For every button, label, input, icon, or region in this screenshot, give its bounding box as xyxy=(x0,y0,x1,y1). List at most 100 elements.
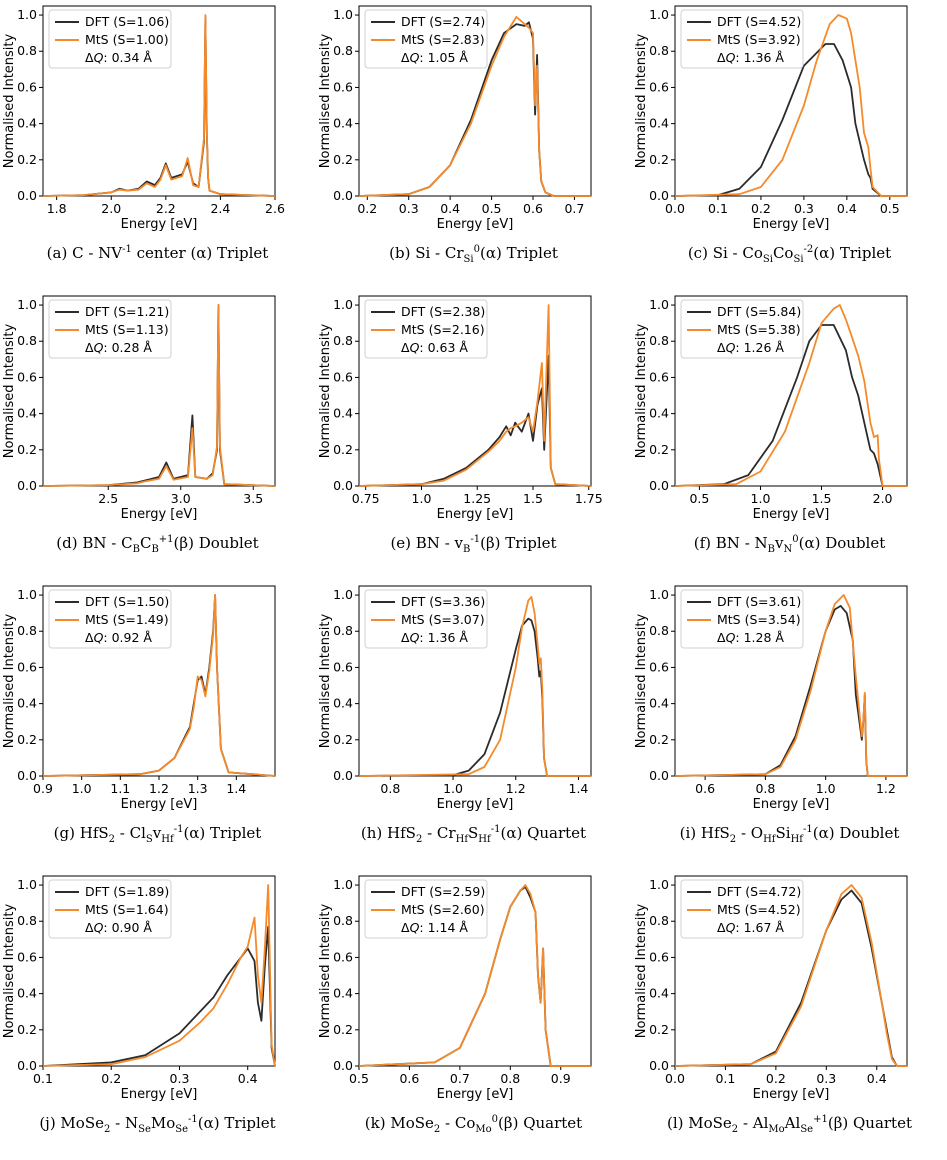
y-axis-label: Normalised Intensity xyxy=(318,904,333,1039)
legend-box xyxy=(364,879,488,939)
x-tick-label: 0.8 xyxy=(380,781,400,796)
legend-label: DFT (S=4.52) xyxy=(717,14,801,29)
y-axis-label: Normalised Intensity xyxy=(318,324,333,459)
mts-series-line xyxy=(358,15,591,197)
x-tick-label: 1.2 xyxy=(149,781,169,796)
x-tick-label: 0.75 xyxy=(352,491,380,506)
chart-panel: 0.0 0.2 0.4 0.6 0.8 1.0 0.5 1.0 1.5 2.0 Energy [eV… xyxy=(632,290,947,580)
y-tick-label: 0.8 xyxy=(17,623,37,638)
chart-panel: 0.0 0.2 0.4 0.6 0.8 1.0 0.6 0.8 1.0 1.2 Energy [eV… xyxy=(632,580,947,870)
legend-label: DFT (S=2.74) xyxy=(401,14,485,29)
chart-panel: 0.0 0.2 0.4 0.6 0.8 1.0 0.9 1.0 1.1 1.2 1.3 1.4 Ener… xyxy=(0,580,315,870)
legend-box xyxy=(48,299,172,359)
x-tick-label: 0.9 xyxy=(33,781,53,796)
delta-q-label: ΔQ: 0.34 Å xyxy=(85,50,152,65)
y-axis-label: Normalised Intensity xyxy=(2,34,17,169)
x-axis-label: Energy [eV] xyxy=(437,797,514,812)
y-tick-label: 0.0 xyxy=(333,478,353,493)
x-tick-label: 1.4 xyxy=(569,781,589,796)
legend-label: DFT (S=1.06) xyxy=(85,14,169,29)
y-tick-label: 1.0 xyxy=(649,877,669,892)
chart-panel: 0.0 0.2 0.4 0.6 0.8 1.0 0.0 0.1 0.2 0.3 0.4 0.5 Ener… xyxy=(632,0,947,290)
delta-q-label: ΔQ: 1.36 Å xyxy=(717,50,784,65)
legend-label: DFT (S=1.21) xyxy=(85,304,169,319)
x-tick-label: 2.5 xyxy=(98,491,118,506)
x-tick-label: 2.6 xyxy=(265,201,285,216)
chart-svg: 0.0 0.2 0.4 0.6 0.8 1.0 0.75 1.0 1.25 1.5 1.75 Ener… xyxy=(318,295,603,522)
y-tick-label: 0.0 xyxy=(649,188,669,203)
axes-frame xyxy=(42,295,276,487)
y-tick-label: 0.2 xyxy=(17,1022,37,1037)
y-tick-label: 0.4 xyxy=(17,696,37,711)
figure-caption: (h) HfS2 - CrHfSHf-1(α) Quartet xyxy=(360,824,587,845)
y-tick-label: 0.4 xyxy=(333,696,353,711)
chart-panel: 0.0 0.2 0.4 0.6 0.8 1.0 0.0 0.1 0.2 0.3 0.4 Energy … xyxy=(632,870,947,1160)
chart-panel: 0.0 0.2 0.4 0.6 0.8 1.0 0.1 0.2 0.3 0.4 Energy [eV… xyxy=(0,870,315,1160)
chart-svg: 0.0 0.2 0.4 0.6 0.8 1.0 0.6 0.8 1.0 1.2 Energy [eV… xyxy=(634,585,908,812)
y-axis-label: Normalised Intensity xyxy=(634,904,649,1039)
chart-svg: 0.0 0.2 0.4 0.6 0.8 1.0 0.0 0.1 0.2 0.3 0.4 0.5 Ener… xyxy=(634,5,908,232)
delta-q-label: ΔQ: 1.28 Å xyxy=(717,630,784,645)
legend-box xyxy=(680,9,804,69)
y-axis-label: Normalised Intensity xyxy=(318,614,333,749)
legend-label: MtS (S=3.54) xyxy=(717,612,801,627)
y-tick-label: 0.8 xyxy=(17,43,37,58)
mts-series-line xyxy=(674,304,907,487)
mts-series-line xyxy=(674,594,907,777)
legend-box xyxy=(364,9,488,69)
y-tick-label: 0.4 xyxy=(649,406,669,421)
y-tick-label: 0.4 xyxy=(17,986,37,1001)
axes-frame xyxy=(358,875,592,1067)
x-tick-label: 2.4 xyxy=(210,201,230,216)
y-tick-label: 0.6 xyxy=(17,369,37,384)
x-tick-label: 0.4 xyxy=(440,201,460,216)
x-axis-label: Energy [eV] xyxy=(121,507,198,522)
y-tick-label: 1.0 xyxy=(333,297,353,312)
x-tick-label: 1.0 xyxy=(72,781,92,796)
delta-q-label: ΔQ: 1.36 Å xyxy=(401,630,468,645)
mts-series-line xyxy=(358,304,592,487)
y-tick-label: 0.2 xyxy=(649,152,669,167)
x-tick-label: 1.8 xyxy=(47,201,67,216)
y-tick-label: 0.2 xyxy=(333,152,353,167)
y-tick-label: 0.2 xyxy=(333,732,353,747)
figure-caption: (k) MoSe2 - CoMo0(β) Quartet xyxy=(364,1114,583,1135)
figure-caption: (i) HfS2 - OHfSiHf-1(α) Doublet xyxy=(679,824,900,845)
delta-q-label: ΔQ: 1.26 Å xyxy=(717,340,784,355)
x-tick-label: 0.4 xyxy=(238,1071,258,1086)
axes-frame xyxy=(358,5,592,197)
dft-series-line xyxy=(674,324,907,487)
y-tick-label: 0.8 xyxy=(649,43,669,58)
y-tick-label: 0.6 xyxy=(333,949,353,964)
y-tick-label: 1.0 xyxy=(333,7,353,22)
x-tick-label: 1.0 xyxy=(751,491,771,506)
y-tick-label: 1.0 xyxy=(649,587,669,602)
figure-caption: (e) BN - vB-1(β) Triplet xyxy=(390,534,557,555)
delta-q-label: ΔQ: 0.90 Å xyxy=(85,920,152,935)
legend-box xyxy=(680,879,804,939)
x-axis-label: Energy [eV] xyxy=(753,507,830,522)
x-tick-label: 1.4 xyxy=(226,781,246,796)
x-tick-label: 0.0 xyxy=(665,1071,685,1086)
chart-panel: 0.0 0.2 0.4 0.6 0.8 1.0 0.75 1.0 1.25 1.5 1.75 Ener… xyxy=(316,290,631,580)
x-tick-label: 1.1 xyxy=(110,781,130,796)
delta-q-label: ΔQ: 1.67 Å xyxy=(717,920,784,935)
legend-label: DFT (S=1.50) xyxy=(85,594,169,609)
x-tick-label: 0.0 xyxy=(665,201,685,216)
figure-caption: (b) Si - CrSi0(α) Triplet xyxy=(389,244,558,265)
y-tick-label: 0.4 xyxy=(17,406,37,421)
x-axis-label: Energy [eV] xyxy=(437,1087,514,1102)
x-tick-label: 0.3 xyxy=(794,201,814,216)
y-tick-label: 0.6 xyxy=(17,79,37,94)
y-tick-label: 0.4 xyxy=(333,406,353,421)
y-tick-label: 0.0 xyxy=(17,1058,37,1073)
y-tick-label: 0.0 xyxy=(649,1058,669,1073)
y-tick-label: 0.6 xyxy=(649,79,669,94)
chart-svg: 0.0 0.2 0.4 0.6 0.8 1.0 0.0 0.1 0.2 0.3 0.4 Energy … xyxy=(634,875,908,1102)
chart-svg: 0.0 0.2 0.4 0.6 0.8 1.0 0.8 1.0 1.2 1.4 Energy [eV… xyxy=(318,585,592,812)
mts-series-line xyxy=(42,14,276,197)
mts-series-line xyxy=(42,304,276,487)
figure-caption: (f) BN - NBvN0(α) Doublet xyxy=(693,534,886,555)
y-axis-label: Normalised Intensity xyxy=(634,614,649,749)
y-tick-label: 0.6 xyxy=(333,369,353,384)
